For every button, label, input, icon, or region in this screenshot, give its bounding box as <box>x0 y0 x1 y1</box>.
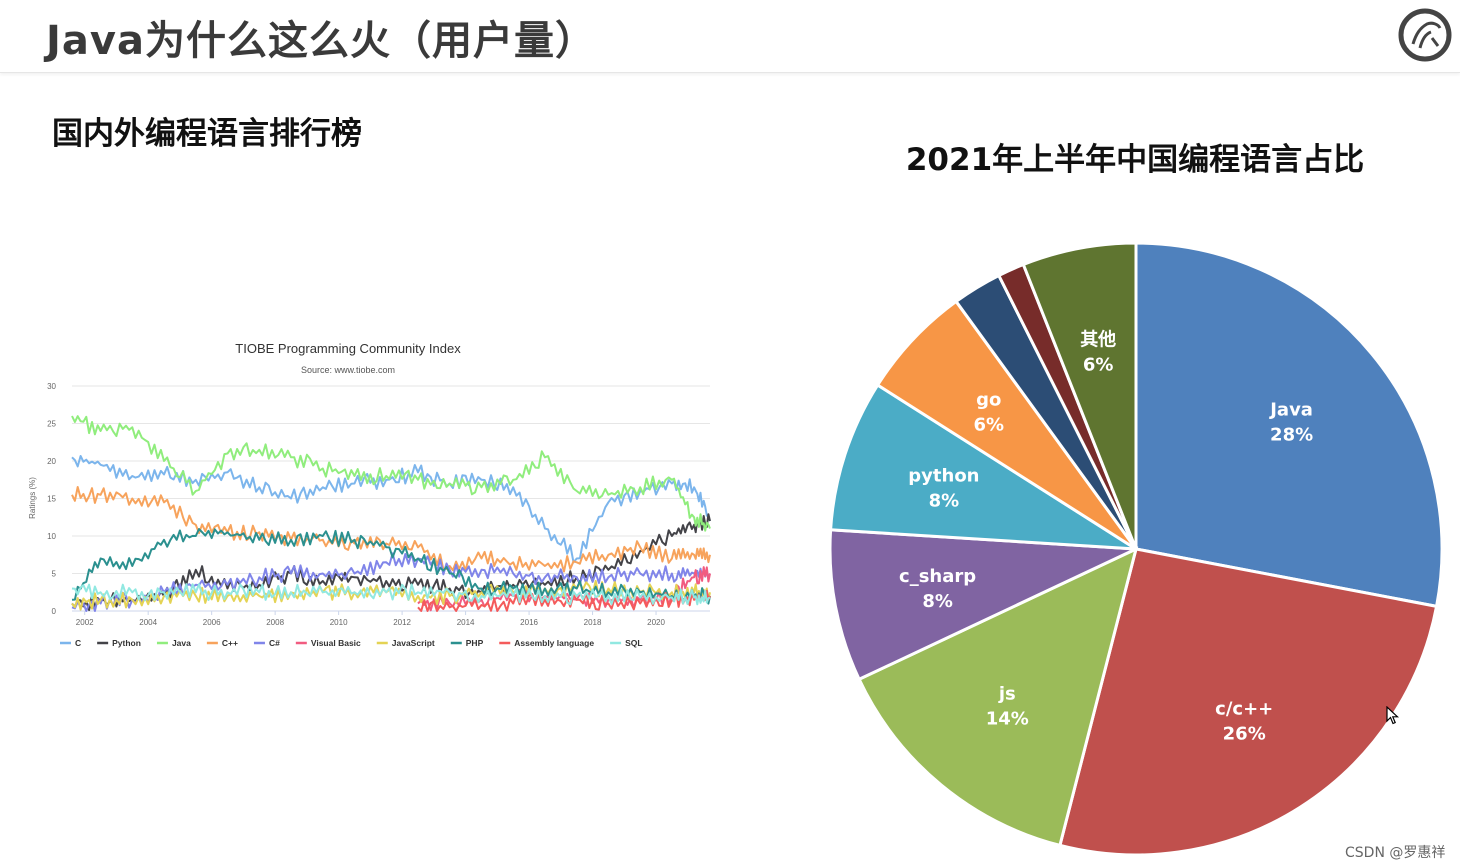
line-chart-x-tick-label: 2020 <box>647 618 665 627</box>
tiobe-line-chart: TIOBE Programming Community Index Source… <box>28 341 711 648</box>
line-chart-x-tick-label: 2012 <box>393 618 411 627</box>
legend-label: Java <box>172 638 191 648</box>
series-line-c- <box>71 486 711 573</box>
line-chart-x-tick-label: 2008 <box>266 618 284 627</box>
circular-logo-icon <box>1398 8 1452 62</box>
legend-label: Visual Basic <box>311 638 361 648</box>
pie-slice-python <box>829 382 1137 551</box>
pie-slice-label: c/c++ <box>1215 699 1273 720</box>
series-line-assembly-language <box>417 589 711 612</box>
legend-label: C++ <box>222 638 238 648</box>
pie-slice-percent: 6% <box>974 415 1005 436</box>
line-chart-x-tick-label: 2018 <box>584 618 602 627</box>
pie-labels: Java 28% c/c++ 26% js 14% c_sharp 8% python 8% go 6… <box>899 329 1313 745</box>
line-chart-legend: C Python Java C++ C# Visual Basic JavaScript PH… <box>60 638 643 648</box>
line-chart-y-tick-label: 25 <box>47 420 56 429</box>
pie-slice-label: js <box>998 684 1016 705</box>
csdn-watermark: CSDN @罗惠祥 <box>1345 845 1446 861</box>
section-heading: 国内外编程语言排行榜 <box>52 116 362 152</box>
line-chart-x-tick-label: 2014 <box>457 618 475 627</box>
pie-slice-percent: 28% <box>1270 424 1313 445</box>
line-chart-y-tick-label: 10 <box>47 532 56 541</box>
pie-slice-percent: 6% <box>1083 355 1114 376</box>
line-chart-y-axis-label: Ratings (%) <box>28 477 37 519</box>
pie-slice-label: python <box>908 466 979 487</box>
legend-label: Assembly language <box>514 638 594 648</box>
legend-label: SQL <box>625 638 642 648</box>
line-chart-subtitle: Source: www.tiobe.com <box>301 365 395 375</box>
line-chart-y-tick-label: 20 <box>47 457 56 466</box>
line-chart-y-ticks: 0 5 10 15 20 25 30 <box>47 382 56 616</box>
pie-slice-Java <box>1134 241 1444 609</box>
line-chart-y-tick-label: 15 <box>47 495 56 504</box>
pie-slice-percent: 8% <box>929 491 960 512</box>
mouse-cursor-icon <box>1386 706 1400 725</box>
legend-label: C# <box>269 638 280 648</box>
slide-title: Java为什么这么火（用户量） <box>46 18 596 64</box>
line-chart-x-ticks: 2002 2004 2006 2008 2010 2012 2014 2016 2018 2020 <box>76 611 665 627</box>
pie-slice-c-sharp <box>828 528 1137 682</box>
legend-label: JavaScript <box>392 638 435 648</box>
pie-slice-label: go <box>976 390 1001 411</box>
line-chart-x-tick-label: 2016 <box>520 618 538 627</box>
line-chart-y-tick-label: 30 <box>47 382 56 391</box>
pie-slices <box>828 241 1444 857</box>
line-chart-series <box>71 415 711 612</box>
pie-slice-label: c_sharp <box>899 566 976 587</box>
language-share-pie-chart: Java 28% c/c++ 26% js 14% c_sharp 8% python 8% go 6… <box>828 241 1444 857</box>
line-chart-x-tick-label: 2002 <box>76 618 94 627</box>
pie-slice-percent: 14% <box>986 709 1029 730</box>
pie-slice-c-c- <box>1058 547 1439 857</box>
pie-slice-label: 其他 <box>1080 329 1116 351</box>
legend-label: C <box>75 638 81 648</box>
line-chart-x-tick-label: 2010 <box>330 618 348 627</box>
pie-slice-js <box>857 546 1139 848</box>
line-chart-x-tick-label: 2006 <box>203 618 221 627</box>
series-line-php <box>71 528 711 605</box>
legend-label: Python <box>112 638 141 648</box>
pie-slice-percent: 8% <box>922 591 953 612</box>
line-chart-x-tick-label: 2004 <box>139 618 157 627</box>
series-line-c- <box>71 552 711 612</box>
line-chart-gridlines <box>72 385 710 612</box>
pie-slice-label: Java <box>1268 399 1313 420</box>
line-chart-title: TIOBE Programming Community Index <box>235 341 461 356</box>
series-line-sql <box>71 583 711 606</box>
legend-label: PHP <box>466 638 484 648</box>
series-line-java <box>71 415 711 532</box>
slide-header: Java为什么这么火（用户量） <box>0 0 1460 73</box>
line-chart-y-tick-label: 5 <box>52 570 57 579</box>
pie-slice-- <box>1021 241 1138 550</box>
pie-slice-percent: 26% <box>1223 724 1266 745</box>
pie-chart-title: 2021年上半年中国编程语言占比 <box>905 142 1365 178</box>
series-line-c <box>71 455 711 564</box>
line-chart-y-tick-label: 0 <box>52 607 57 616</box>
